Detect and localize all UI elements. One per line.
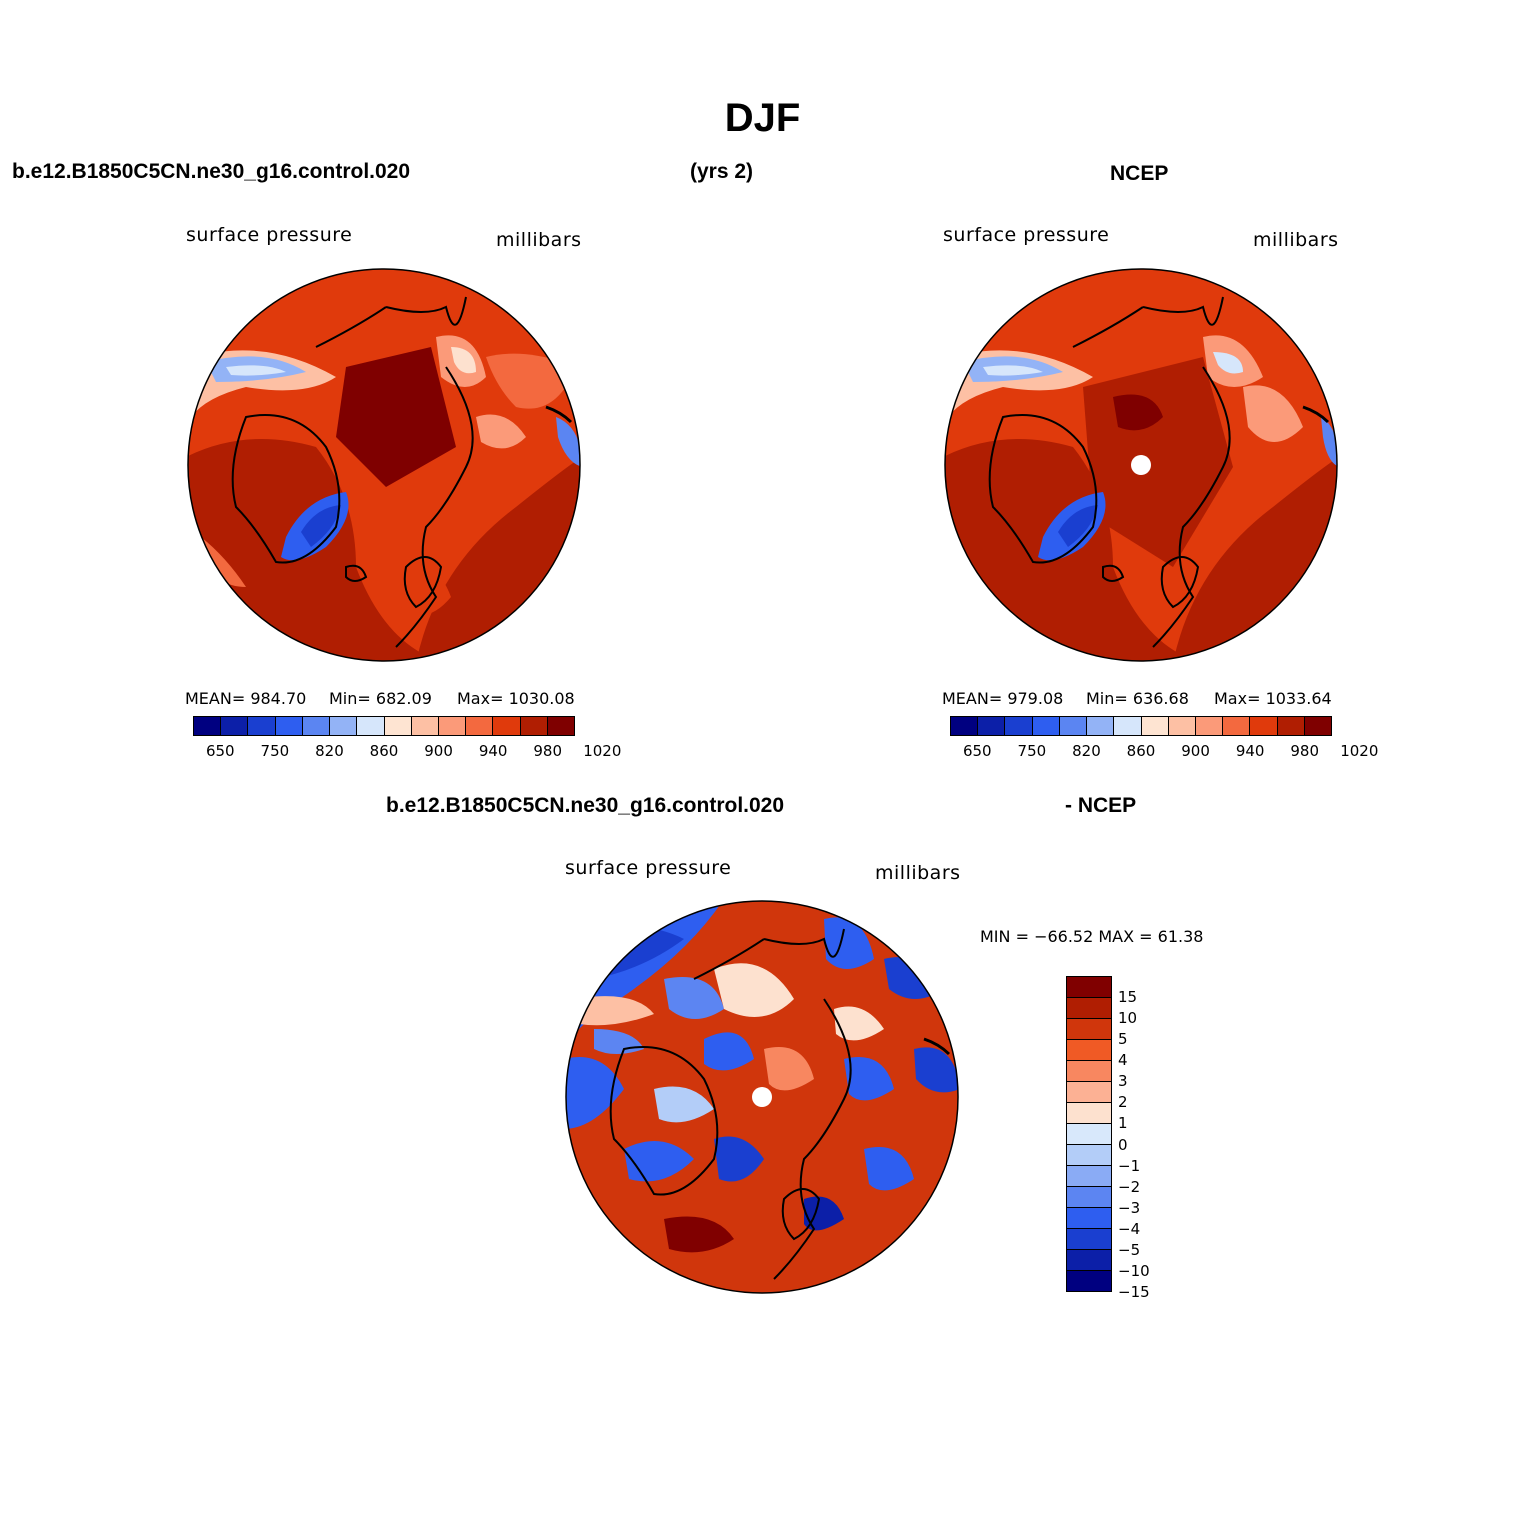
colorbar-swatch xyxy=(978,717,1006,735)
model-case-name: b.e12.B1850C5CN.ne30_g16.control.020 xyxy=(12,160,411,183)
colorbar-swatch xyxy=(302,717,331,735)
colorbar-swatch xyxy=(1067,1166,1111,1187)
colorbar-swatch xyxy=(1067,1103,1111,1124)
colorbar-swatch xyxy=(493,717,521,735)
colorbar-swatch xyxy=(1067,1040,1111,1061)
colorbar-swatch xyxy=(1141,717,1169,735)
diff-units-label: millibars xyxy=(875,862,961,884)
diff-case-name: b.e12.B1850C5CN.ne30_g16.control.020 xyxy=(386,794,785,817)
colorbar-swatch xyxy=(384,717,412,735)
colorbar-swatch xyxy=(1195,717,1224,735)
colorbar-swatch xyxy=(1250,717,1278,735)
diff-polar-map xyxy=(565,900,959,1294)
colorbar-tick-label: −5 xyxy=(1118,1240,1141,1259)
colorbar-swatch xyxy=(1067,1271,1111,1291)
colorbar-tick-label: 10 xyxy=(1118,1009,1138,1028)
model-polar-map xyxy=(187,268,581,662)
model-units-label: millibars xyxy=(496,229,582,251)
model-max-stat: Max= 1030.08 xyxy=(457,689,575,708)
obs-mean-stat: MEAN= 979.08 xyxy=(942,689,1064,708)
obs-colorbar xyxy=(950,716,1332,736)
colorbar-swatch xyxy=(520,717,548,735)
colorbar-tick-label: 650 xyxy=(205,742,235,760)
colorbar-swatch xyxy=(1067,1082,1111,1103)
colorbar-tick-label: 4 xyxy=(1118,1051,1128,1070)
diff-minmax-stat: MIN = −66.52 MAX = 61.38 xyxy=(980,927,1204,946)
colorbar-tick-label: 900 xyxy=(424,742,453,760)
colorbar-tick-label: 940 xyxy=(478,742,508,760)
obs-variable-label: surface pressure xyxy=(943,224,1110,246)
colorbar-tick-label: 860 xyxy=(1126,742,1156,760)
main-title: DJF xyxy=(724,96,801,140)
colorbar-tick-label: −3 xyxy=(1118,1198,1141,1217)
colorbar-tick-label: 5 xyxy=(1118,1030,1128,1049)
obs-units-label: millibars xyxy=(1253,229,1339,251)
colorbar-swatch xyxy=(547,717,575,735)
colorbar-swatch xyxy=(357,717,385,735)
colorbar-tick-label: 0 xyxy=(1118,1135,1128,1154)
colorbar-swatch xyxy=(1168,717,1196,735)
colorbar-tick-label: 1020 xyxy=(1340,742,1379,760)
colorbar-swatch xyxy=(1032,717,1060,735)
obs-max-stat: Max= 1033.64 xyxy=(1214,689,1332,708)
colorbar-swatch xyxy=(1067,1187,1111,1208)
colorbar-swatch xyxy=(1304,717,1332,735)
colorbar-tick-label: 980 xyxy=(1290,742,1320,760)
colorbar-tick-label: 860 xyxy=(369,742,399,760)
years-label: (yrs 2) xyxy=(690,160,754,183)
colorbar-tick-label: 820 xyxy=(1072,742,1101,760)
colorbar-swatch xyxy=(438,717,467,735)
obs-polar-map xyxy=(944,268,1338,662)
colorbar-tick-label: −2 xyxy=(1118,1177,1141,1196)
colorbar-tick-label: 1 xyxy=(1118,1114,1128,1133)
colorbar-swatch xyxy=(194,717,222,735)
colorbar-swatch xyxy=(1067,1208,1111,1229)
colorbar-swatch xyxy=(248,717,276,735)
colorbar-swatch xyxy=(221,717,249,735)
colorbar-swatch xyxy=(1067,998,1111,1019)
colorbar-swatch xyxy=(1067,1250,1111,1271)
colorbar-swatch xyxy=(1005,717,1033,735)
colorbar-tick-label: 820 xyxy=(315,742,344,760)
model-colorbar xyxy=(193,716,575,736)
colorbar-swatch xyxy=(1087,717,1115,735)
colorbar-tick-label: 2 xyxy=(1118,1093,1128,1112)
colorbar-swatch xyxy=(1067,977,1111,998)
colorbar-tick-label: 1020 xyxy=(583,742,622,760)
colorbar-tick-label: −15 xyxy=(1118,1283,1150,1301)
colorbar-tick-label: 940 xyxy=(1235,742,1265,760)
colorbar-tick-label: 980 xyxy=(533,742,563,760)
obs-source-label: NCEP xyxy=(1110,162,1169,185)
colorbar-tick-label: 900 xyxy=(1181,742,1210,760)
colorbar-swatch xyxy=(1114,717,1142,735)
diff-minus-label: - NCEP xyxy=(1065,794,1137,817)
colorbar-swatch xyxy=(1067,1061,1111,1082)
colorbar-tick-label: −10 xyxy=(1118,1261,1150,1280)
colorbar-tick-label: 650 xyxy=(962,742,992,760)
diff-variable-label: surface pressure xyxy=(565,857,732,879)
colorbar-swatch xyxy=(330,717,358,735)
colorbar-swatch xyxy=(951,717,979,735)
colorbar-swatch xyxy=(1223,717,1251,735)
colorbar-swatch xyxy=(1059,717,1088,735)
model-mean-stat: MEAN= 984.70 xyxy=(185,689,307,708)
model-variable-label: surface pressure xyxy=(186,224,353,246)
colorbar-tick-label: 15 xyxy=(1118,988,1138,1007)
colorbar-swatch xyxy=(1067,1019,1111,1040)
diff-colorbar xyxy=(1066,976,1112,1292)
colorbar-swatch xyxy=(466,717,494,735)
colorbar-swatch xyxy=(1067,1145,1111,1166)
obs-min-stat: Min= 636.68 xyxy=(1086,689,1189,708)
colorbar-tick-label: −1 xyxy=(1118,1156,1141,1175)
colorbar-swatch xyxy=(1277,717,1305,735)
colorbar-tick-label: 3 xyxy=(1118,1072,1128,1091)
colorbar-tick-label: 750 xyxy=(1017,742,1047,760)
colorbar-tick-label: −4 xyxy=(1118,1219,1141,1238)
colorbar-swatch xyxy=(411,717,439,735)
colorbar-tick-label: 750 xyxy=(260,742,290,760)
colorbar-swatch xyxy=(275,717,303,735)
model-min-stat: Min= 682.09 xyxy=(329,689,432,708)
colorbar-swatch xyxy=(1067,1124,1111,1145)
colorbar-swatch xyxy=(1067,1229,1111,1250)
